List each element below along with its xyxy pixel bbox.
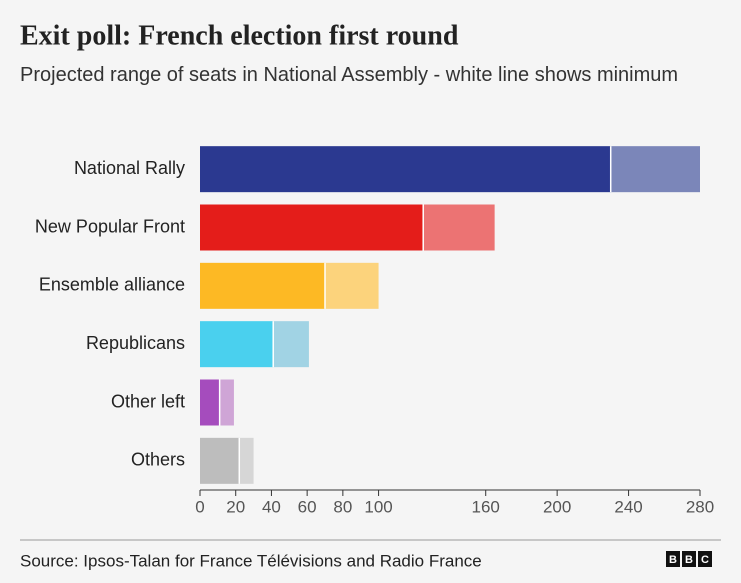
- logo-letter: B: [685, 554, 693, 566]
- y-tick-label: New Popular Front: [35, 216, 185, 236]
- y-tick-label: Ensemble alliance: [39, 275, 185, 295]
- chart-title: Exit poll: French election first round: [20, 20, 459, 51]
- min-bar: [200, 379, 220, 426]
- y-tick-label: National Rally: [74, 158, 185, 178]
- x-tick-label: 80: [333, 497, 352, 516]
- x-tick-label: 60: [298, 497, 317, 516]
- y-tick-label: Others: [131, 450, 185, 470]
- range-bar: [239, 437, 254, 484]
- subtitle-box: Projected range of seats in National Ass…: [20, 64, 679, 86]
- x-tick-label: 40: [262, 497, 281, 516]
- range-bar: [325, 262, 379, 309]
- x-tick-label: 0: [195, 497, 204, 516]
- x-tick-label: 160: [472, 497, 500, 516]
- y-tick-label: Republicans: [86, 333, 185, 353]
- min-bar: [200, 204, 424, 251]
- logo-letter: C: [701, 554, 709, 566]
- x-tick-label: 280: [686, 497, 714, 516]
- y-tick-label: Other left: [111, 391, 185, 411]
- x-tick-label: 240: [614, 497, 642, 516]
- logo-letter: B: [669, 554, 677, 566]
- range-bar: [610, 146, 700, 193]
- x-tick-label: 100: [364, 497, 392, 516]
- range-bar: [273, 321, 309, 368]
- chart-subtitle: Projected range of seats in National Ass…: [20, 64, 679, 86]
- x-tick-label: 20: [226, 497, 245, 516]
- x-tick-label: 200: [543, 497, 571, 516]
- range-bar: [219, 379, 234, 426]
- min-bar: [200, 146, 611, 193]
- min-bar: [200, 262, 325, 309]
- range-bar: [423, 204, 495, 251]
- source: Source: Ipsos-Talan for France Télévisio…: [20, 551, 482, 570]
- min-bar: [200, 437, 240, 484]
- min-bar: [200, 321, 274, 368]
